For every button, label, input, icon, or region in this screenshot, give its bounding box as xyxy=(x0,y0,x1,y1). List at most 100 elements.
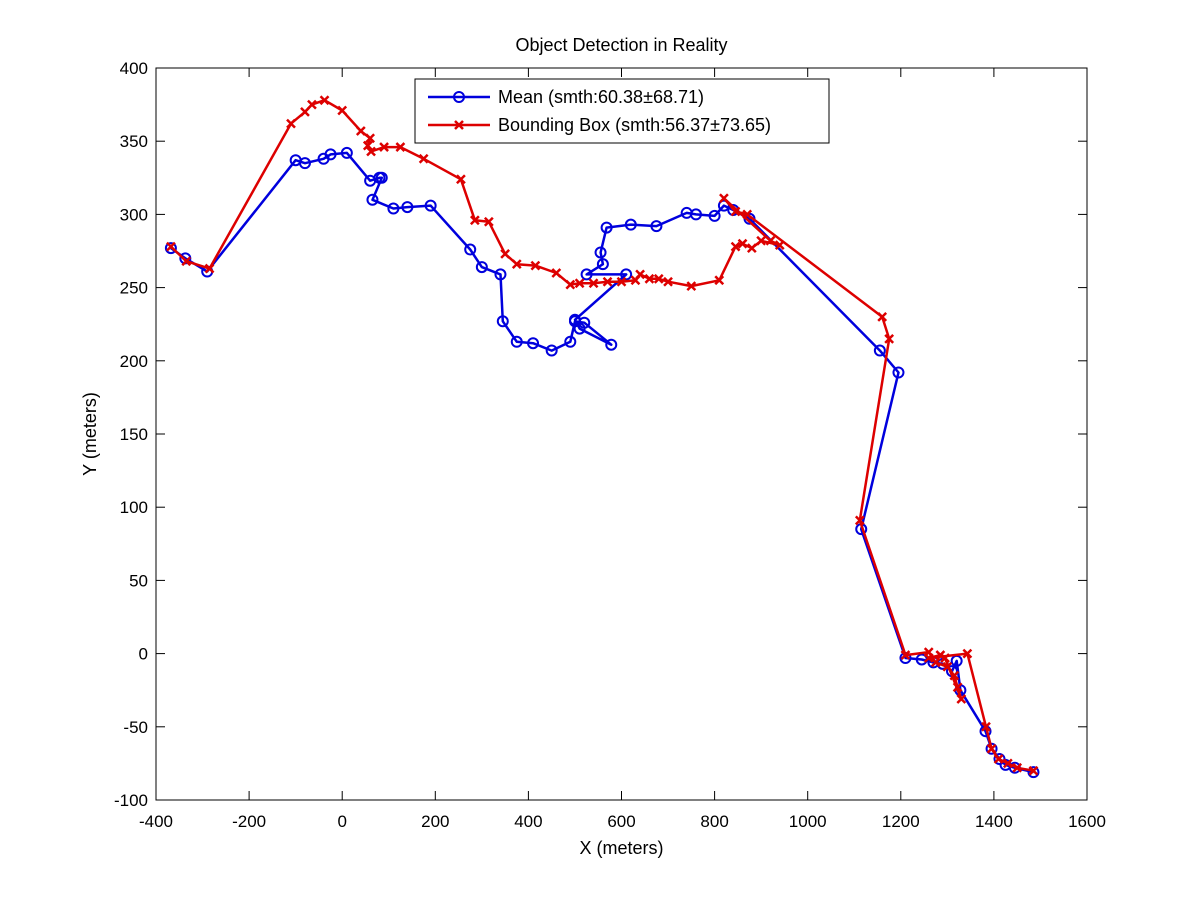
data-point-circle xyxy=(324,148,337,161)
data-point-x xyxy=(366,146,376,157)
data-point-x xyxy=(1002,758,1013,769)
x-axis-ticks: -400 -200 0 200 400 600 800 1000 1200 1400 1600 xyxy=(139,68,1106,831)
data-point-x xyxy=(602,276,613,287)
data-point-x xyxy=(469,215,480,226)
x-tick-label: 1600 xyxy=(1068,812,1106,831)
data-point-x xyxy=(511,259,522,270)
data-point-x xyxy=(854,515,865,526)
data-point-x xyxy=(365,133,376,144)
data-point-circle xyxy=(545,344,558,357)
data-point-x xyxy=(286,118,296,129)
data-point-circle xyxy=(401,201,414,214)
data-point-x xyxy=(962,648,973,659)
data-point-x xyxy=(765,235,776,246)
data-point-circle xyxy=(596,258,609,271)
y-tick-label: 150 xyxy=(120,425,148,444)
data-point-x xyxy=(746,243,757,253)
data-point-x xyxy=(952,682,963,693)
data-point-circle xyxy=(600,221,613,234)
data-point-circle xyxy=(164,242,177,255)
data-point-x xyxy=(993,754,1004,764)
x-tick-label: 1200 xyxy=(882,812,920,831)
data-point-circle xyxy=(1027,766,1040,779)
data-point-x xyxy=(307,99,317,110)
x-tick-label: 200 xyxy=(421,812,449,831)
y-tick-label: 100 xyxy=(120,498,148,517)
data-point-circle xyxy=(340,146,353,159)
data-point-x xyxy=(500,249,511,259)
data-point-circle xyxy=(624,218,637,231)
x-tick-label: 600 xyxy=(607,812,635,831)
data-point-x xyxy=(337,105,348,116)
data-point-x xyxy=(355,126,366,136)
y-tick-label: 350 xyxy=(120,132,148,151)
data-point-circle xyxy=(689,208,702,221)
legend: Mean (smth:60.38±68.71) Bounding Box (smt… xyxy=(414,78,830,144)
data-point-x xyxy=(530,260,541,271)
data-point-x xyxy=(930,657,941,668)
y-tick-label: 300 xyxy=(120,205,148,224)
data-point-x xyxy=(730,241,741,252)
data-point-circle xyxy=(475,261,488,274)
data-point-circle xyxy=(494,268,507,281)
data-point-x xyxy=(1012,762,1023,773)
data-point-x xyxy=(737,238,748,249)
data-point-circle xyxy=(453,91,465,103)
data-point-x xyxy=(483,216,494,227)
data-point-x xyxy=(714,275,725,286)
x-tick-label: -400 xyxy=(139,812,173,831)
data-point-x xyxy=(730,206,741,217)
x-tick-label: -200 xyxy=(232,812,266,831)
data-point-circle xyxy=(424,199,437,212)
data-point-x xyxy=(981,721,991,732)
x-tick-label: 1000 xyxy=(789,812,827,831)
data-point-x xyxy=(454,120,464,130)
x-tick-label: 800 xyxy=(700,812,728,831)
data-point-x xyxy=(877,311,888,322)
x-tick-label: 1400 xyxy=(975,812,1013,831)
data-point-circle xyxy=(496,315,509,328)
data-point-x xyxy=(986,743,997,754)
y-tick-label: 400 xyxy=(120,59,148,78)
data-point-circle xyxy=(594,246,607,259)
series-bounding-box xyxy=(166,95,1039,776)
data-point-x xyxy=(742,209,753,220)
data-point-x xyxy=(635,269,646,280)
data-point-x xyxy=(565,279,576,290)
y-tick-label: -100 xyxy=(114,791,148,810)
data-point-x xyxy=(686,281,697,292)
data-point-circle xyxy=(375,171,388,184)
data-point-x xyxy=(923,653,934,663)
data-point-x xyxy=(663,276,673,287)
data-point-x xyxy=(588,278,599,289)
x-tick-label: 400 xyxy=(514,812,542,831)
data-point-x xyxy=(956,694,967,704)
y-axis-ticks: 400 350 300 250 200 150 100 50 0 -50 -100 xyxy=(114,59,1087,810)
data-point-circle xyxy=(527,337,540,350)
legend-label: Bounding Box (smth:56.37±73.65) xyxy=(498,115,771,135)
x-axis-title: X (meters) xyxy=(579,838,663,858)
data-point-circle xyxy=(564,335,577,348)
x-tick-label: 0 xyxy=(337,812,346,831)
data-point-x xyxy=(616,276,627,287)
y-axis-title: Y (meters) xyxy=(80,392,100,476)
data-point-circle xyxy=(464,243,477,256)
data-point-circle xyxy=(366,193,379,206)
y-tick-label: 0 xyxy=(139,645,148,664)
legend-box xyxy=(414,78,830,144)
chart-title: Object Detection in Reality xyxy=(515,35,727,55)
data-point-x xyxy=(935,650,946,660)
data-point-x xyxy=(379,142,389,152)
data-point-x xyxy=(551,268,562,278)
data-point-x xyxy=(181,256,192,267)
plot-area xyxy=(156,68,1087,800)
data-point-x xyxy=(884,333,895,344)
y-tick-label: 250 xyxy=(120,279,148,298)
data-point-x xyxy=(644,273,655,284)
data-point-x xyxy=(719,193,729,204)
legend-label: Mean (smth:60.38±68.71) xyxy=(498,87,704,107)
data-point-x xyxy=(395,142,406,152)
data-point-x xyxy=(942,661,953,672)
y-tick-label: -50 xyxy=(123,718,148,737)
data-point-x xyxy=(1028,765,1039,776)
